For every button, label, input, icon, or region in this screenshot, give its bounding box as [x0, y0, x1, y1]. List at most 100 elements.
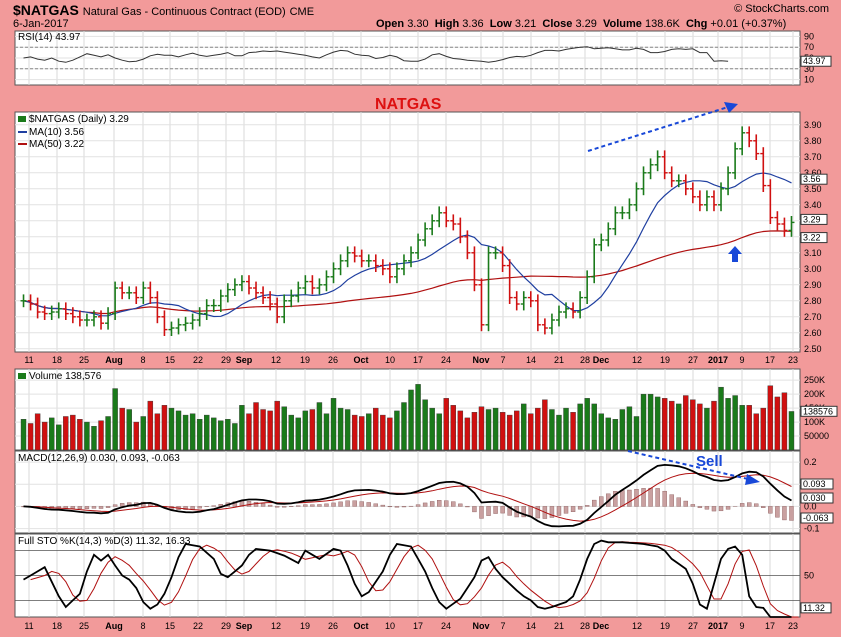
volume-bar	[168, 407, 175, 451]
volume-bar	[337, 407, 344, 451]
volume-bar	[204, 414, 210, 451]
macd-histogram-bar	[105, 506, 111, 508]
x-tick-label: Nov	[472, 355, 489, 365]
macd-histogram-bar	[768, 506, 773, 514]
up-arrow-icon	[728, 246, 742, 262]
macd-histogram-bar	[563, 506, 569, 514]
volume-bar	[274, 400, 280, 451]
price-bar	[295, 281, 302, 303]
price-bar	[98, 310, 105, 330]
volume-bar	[77, 419, 83, 451]
macd-histogram-bar	[775, 506, 780, 518]
volume-bar	[316, 402, 323, 451]
price-bar	[245, 275, 252, 295]
open-label: Open	[376, 18, 405, 30]
x-tick-label: 14	[526, 621, 536, 631]
x-tick-label: 9	[739, 355, 744, 365]
macd-histogram-bar	[683, 500, 688, 507]
price-bar	[34, 297, 41, 319]
price-bar	[760, 147, 767, 192]
price-bar	[464, 230, 471, 260]
price-bar	[20, 294, 27, 308]
volume-bar	[41, 421, 48, 451]
price-bar	[781, 217, 788, 237]
x-tick-label: 14	[526, 355, 536, 365]
volume-bar	[253, 402, 259, 451]
price-tick-label: 3.60	[804, 168, 822, 178]
price-bar	[746, 126, 753, 148]
x-tick-label: Dec	[593, 355, 610, 365]
macd-histogram-bar	[246, 501, 252, 507]
volume-bar	[161, 405, 168, 451]
price-bar	[400, 254, 407, 276]
macd-histogram-bar	[704, 506, 710, 510]
price-bar	[210, 299, 217, 312]
price-bar	[647, 158, 654, 180]
volume-bar	[739, 405, 745, 451]
volume-bar	[175, 410, 182, 451]
volume-bar	[98, 420, 104, 451]
macd-histogram-bar	[317, 504, 322, 507]
price-bar	[140, 281, 147, 304]
volume-bar	[760, 407, 766, 451]
macd-histogram-bar	[401, 506, 407, 508]
chg-label: Chg	[685, 18, 708, 30]
price-bar	[83, 313, 90, 327]
volume-bar	[422, 399, 428, 451]
price-tick-label: 2.90	[804, 280, 822, 290]
macd-histogram-bar	[697, 506, 703, 508]
price-bar	[478, 278, 485, 332]
price-bar	[429, 214, 436, 236]
x-tick-label: 10	[385, 355, 395, 365]
macd-histogram-bar	[521, 506, 526, 518]
x-tick-label: 12	[271, 621, 281, 631]
macd-histogram-bar	[761, 506, 766, 508]
volume-bar	[330, 398, 337, 451]
price-bar	[358, 249, 365, 268]
price-bar	[732, 142, 739, 180]
volume-bar	[549, 409, 555, 451]
price-bar	[767, 179, 774, 224]
chg-value: +0.01 (+0.37%)	[710, 18, 787, 30]
volume-bar	[246, 413, 252, 451]
macd-histogram-bar	[98, 506, 104, 509]
volume-bar	[70, 414, 76, 451]
x-tick-label: 29	[221, 355, 231, 365]
macd-histogram-bar	[183, 506, 188, 510]
sto-legend: Full STO %K(14,3) %D(3) 11.32, 16.33	[18, 536, 191, 547]
x-tick-label: 28	[580, 355, 590, 365]
volume-bar	[697, 403, 703, 451]
macd-value-label: -0.063	[803, 513, 829, 523]
macd-histogram-bar	[119, 503, 125, 507]
x-tick-label: 2017	[708, 621, 728, 631]
macd-histogram-bar	[669, 494, 674, 507]
volume-bar	[690, 399, 696, 451]
x-tick-label: 15	[165, 621, 175, 631]
macd-histogram-bar	[648, 487, 653, 507]
price-bar	[48, 305, 55, 320]
ma50-legend: MA(50) 3.22	[29, 139, 84, 150]
price-bar	[591, 238, 598, 284]
price-bar	[471, 246, 478, 292]
volume-bar	[182, 414, 189, 451]
price-bar	[633, 182, 640, 212]
volume-bar	[126, 409, 132, 451]
macd-histogram-bar	[754, 503, 759, 507]
price-bar	[555, 305, 562, 327]
x-tick-label: 9	[739, 621, 744, 631]
macd-histogram-bar	[338, 501, 343, 507]
price-legend: $NATGAS (Daily) 3.29	[29, 114, 129, 125]
rsi-line	[23, 46, 729, 63]
macd-histogram-bar	[282, 506, 287, 508]
macd-histogram-bar	[662, 490, 667, 507]
macd-histogram-bar	[676, 497, 681, 507]
volume-bar	[34, 413, 41, 451]
x-tick-label: Aug	[105, 355, 123, 365]
volume-bar	[732, 395, 738, 451]
macd-histogram-bar	[458, 503, 463, 507]
price-tick-label: 3.40	[804, 200, 822, 210]
volume-bar	[478, 406, 485, 451]
macd-tick-label: 0.0	[804, 501, 817, 511]
price-bar	[668, 166, 675, 188]
x-tick-label: 22	[193, 621, 203, 631]
